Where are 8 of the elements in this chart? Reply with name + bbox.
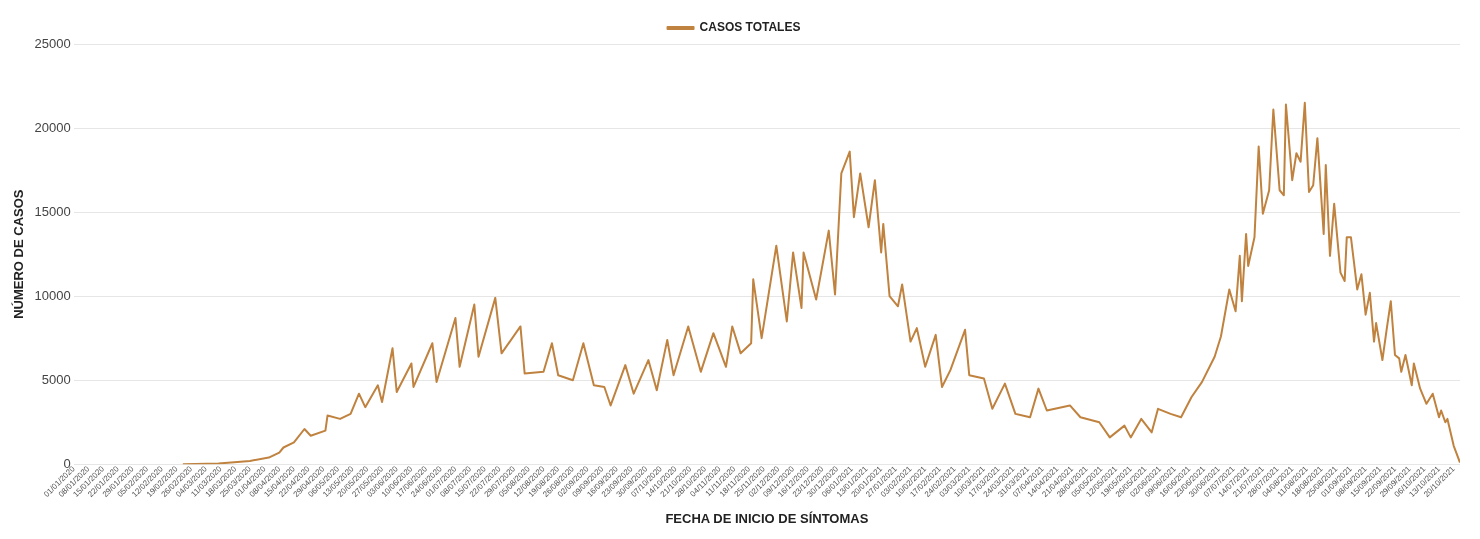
y-tick-label: 5000 <box>41 371 71 387</box>
y-tick-label: 25000 <box>34 35 71 51</box>
y-axis-title: NÚMERO DE CASOS <box>11 189 27 319</box>
y-tick-label: 20000 <box>34 119 71 135</box>
y-tick-label: 15000 <box>34 203 71 219</box>
x-axis-title: FECHA DE INICIO DE SÍNTOMAS <box>665 510 869 526</box>
legend-label: CASOS TOTALES <box>699 20 801 35</box>
y-tick-label: 10000 <box>34 287 71 303</box>
